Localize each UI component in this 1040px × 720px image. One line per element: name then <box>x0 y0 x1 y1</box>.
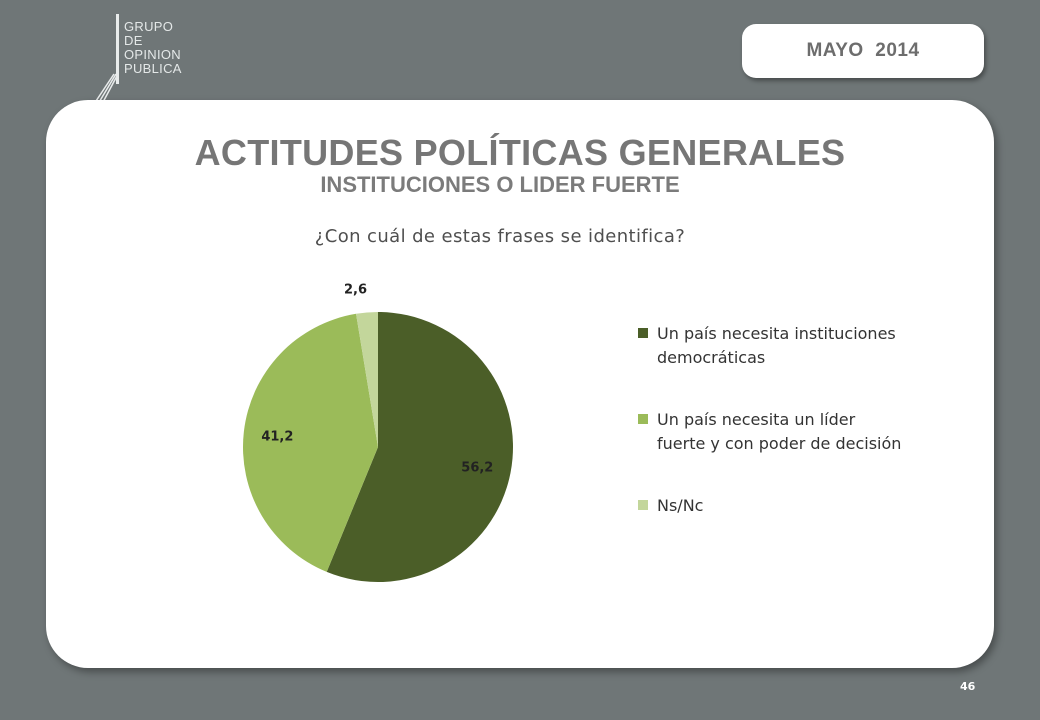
page-number: 46 <box>960 680 976 693</box>
legend-label: Un país necesita un líder fuerte y con p… <box>657 410 902 453</box>
pie-slice-ns-nc <box>356 312 378 447</box>
legend-swatch <box>638 328 648 338</box>
legend-label: Un país necesita instituciones democráti… <box>657 324 896 367</box>
logo-bar <box>116 14 119 84</box>
legend-swatch <box>638 414 648 424</box>
pie-slice-lider-fuerte <box>242 313 378 572</box>
legend-item-lider-fuerte: Un país necesita un líder fuerte y con p… <box>638 408 907 456</box>
legend-swatch <box>638 500 648 510</box>
slide-subtitle: INSTITUCIONES O LIDER FUERTE <box>320 172 680 197</box>
pie-slice-instituciones <box>326 312 513 582</box>
survey-question: ¿Con cuál de estas frases se identifica? <box>314 226 686 247</box>
logo-line-3: OPINION <box>124 47 181 62</box>
logo-text: GRUPO DE OPINION PUBLICA <box>124 20 182 76</box>
date-badge: MAYO 2014 <box>742 24 984 78</box>
data-label-lider-fuerte: 41,2 <box>261 430 293 445</box>
legend-item-ns-nc: Ns/Nc <box>638 494 907 518</box>
legend-label: Ns/Nc <box>657 496 704 515</box>
data-label-instituciones: 56,2 <box>461 461 493 476</box>
logo-line-1: GRUPO <box>124 19 174 34</box>
logo-line-2: DE <box>124 33 143 48</box>
date-text: MAYO 2014 <box>806 40 920 61</box>
logo-line-4: PUBLICA <box>124 61 182 76</box>
content-card <box>46 100 994 668</box>
legend-item-instituciones: Un país necesita instituciones democráti… <box>638 322 907 370</box>
grupo-opinion-publica-logo: GRUPO DE OPINION PUBLICA <box>92 14 212 104</box>
logo-slash-icon <box>93 73 119 104</box>
slide-title: ACTITUDES POLÍTICAS GENERALES <box>194 132 846 173</box>
data-label-ns-nc: 2,6 <box>344 283 367 298</box>
